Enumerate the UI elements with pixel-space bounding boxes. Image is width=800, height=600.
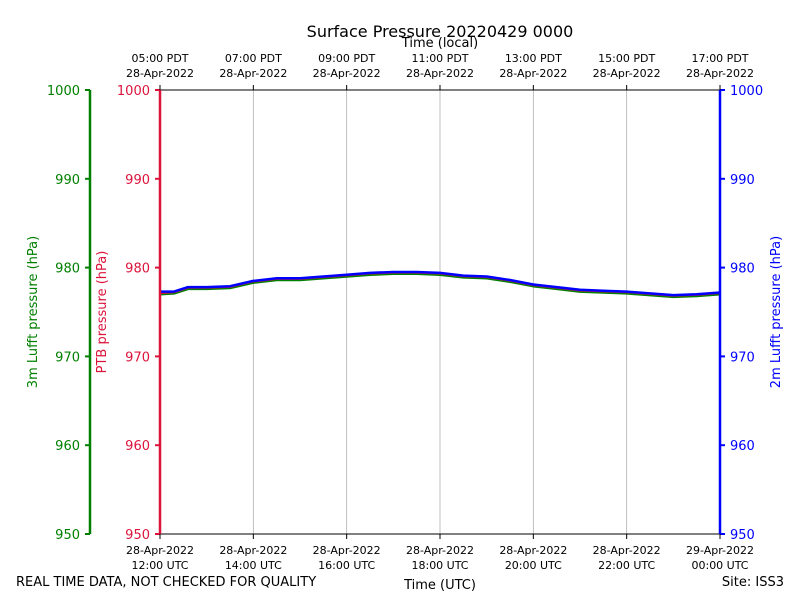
x-top-tick-time: 05:00 PDT: [131, 52, 188, 65]
y-axis-3m-lufft-tick-label: 970: [55, 350, 80, 365]
y-axis-3m-lufft-tick-label: 960: [55, 439, 80, 454]
y-axis-ptb-tick-label: 1000: [117, 84, 150, 99]
x-bottom-tick-date: 28-Apr-2022: [406, 544, 474, 557]
x-bottom-tick-date: 28-Apr-2022: [219, 544, 287, 557]
y-axis-2m-lufft-tick-label: 950: [730, 528, 755, 543]
y-axis-ptb-tick-label: 960: [125, 439, 150, 454]
x-top-tick-time: 13:00 PDT: [505, 52, 562, 65]
y-axis-2m-lufft-tick-label: 980: [730, 262, 755, 277]
x-bottom-tick-date: 28-Apr-2022: [313, 544, 381, 557]
axis-layer: 950 960 970 980 990 1000 950 960 970 980 990 1000 95…: [47, 52, 763, 572]
x-top-tick-time: 17:00 PDT: [691, 52, 748, 65]
x-top-tick-time: 11:00 PDT: [411, 52, 468, 65]
top-axis-label: Time (local): [401, 36, 478, 51]
bottom-axis-label: Time (UTC): [403, 578, 476, 593]
quality-disclaimer: REAL TIME DATA, NOT CHECKED FOR QUALITY: [16, 575, 317, 590]
y-axis-ptb-tick-label: 970: [125, 350, 150, 365]
grid-layer: [252, 90, 628, 534]
series-layer: [159, 270, 721, 299]
y-axis-ptb-tick-label: 950: [125, 528, 150, 543]
y-axis-ptb-tick-label: 980: [125, 262, 150, 277]
x-bottom-tick-time: 16:00 UTC: [318, 559, 375, 572]
y-axis-2m-lufft-tick-label: 1000: [730, 84, 763, 99]
series-line-3m-lufft-pressure: [159, 272, 721, 299]
x-top-tick-date: 28-Apr-2022: [686, 67, 754, 80]
x-top-tick-time: 09:00 PDT: [318, 52, 375, 65]
y-axis-2m-lufft-tick-label: 990: [730, 173, 755, 188]
x-top-tick-date: 28-Apr-2022: [593, 67, 661, 80]
y-axis-3m-lufft-tick-label: 980: [55, 262, 80, 277]
x-top-tick-date: 28-Apr-2022: [313, 67, 381, 80]
y-axis-3m-lufft-tick-label: 990: [55, 173, 80, 188]
y-axis-3m-lufft-tick-label: 1000: [47, 84, 80, 99]
y-label-ptb: PTB pressure (hPa): [95, 251, 110, 374]
y-label-2m-lufft: 2m Lufft pressure (hPa): [769, 236, 784, 388]
x-top-tick-date: 28-Apr-2022: [406, 67, 474, 80]
y-axis-ptb-tick-label: 990: [125, 173, 150, 188]
chart-title: Surface Pressure 20220429 0000: [307, 22, 574, 41]
x-top-tick-date: 28-Apr-2022: [126, 67, 194, 80]
y-axis-3m-lufft-tick-label: 950: [55, 528, 80, 543]
x-top-tick-time: 15:00 PDT: [598, 52, 655, 65]
x-bottom-tick-date: 28-Apr-2022: [126, 544, 194, 557]
series-line-2m-lufft-pressure: [160, 270, 721, 297]
x-bottom-tick-time: 20:00 UTC: [505, 559, 562, 572]
y-label-3m-lufft: 3m Lufft pressure (hPa): [26, 236, 41, 388]
x-bottom-tick-time: 12:00 UTC: [131, 559, 188, 572]
x-bottom-tick-time: 14:00 UTC: [225, 559, 282, 572]
site-label: Site: ISS3: [721, 575, 784, 590]
x-bottom-tick-date: 28-Apr-2022: [593, 544, 661, 557]
x-bottom-tick-date: 29-Apr-2022: [686, 544, 754, 557]
x-bottom-tick-time: 00:00 UTC: [691, 559, 748, 572]
x-bottom-tick-date: 28-Apr-2022: [499, 544, 567, 557]
x-top-tick-date: 28-Apr-2022: [219, 67, 287, 80]
x-bottom-tick-time: 18:00 UTC: [411, 559, 468, 572]
y-axis-2m-lufft-tick-label: 960: [730, 439, 755, 454]
x-top-tick-time: 07:00 PDT: [225, 52, 282, 65]
x-bottom-tick-time: 22:00 UTC: [598, 559, 655, 572]
y-axis-2m-lufft-tick-label: 970: [730, 350, 755, 365]
x-top-tick-date: 28-Apr-2022: [499, 67, 567, 80]
